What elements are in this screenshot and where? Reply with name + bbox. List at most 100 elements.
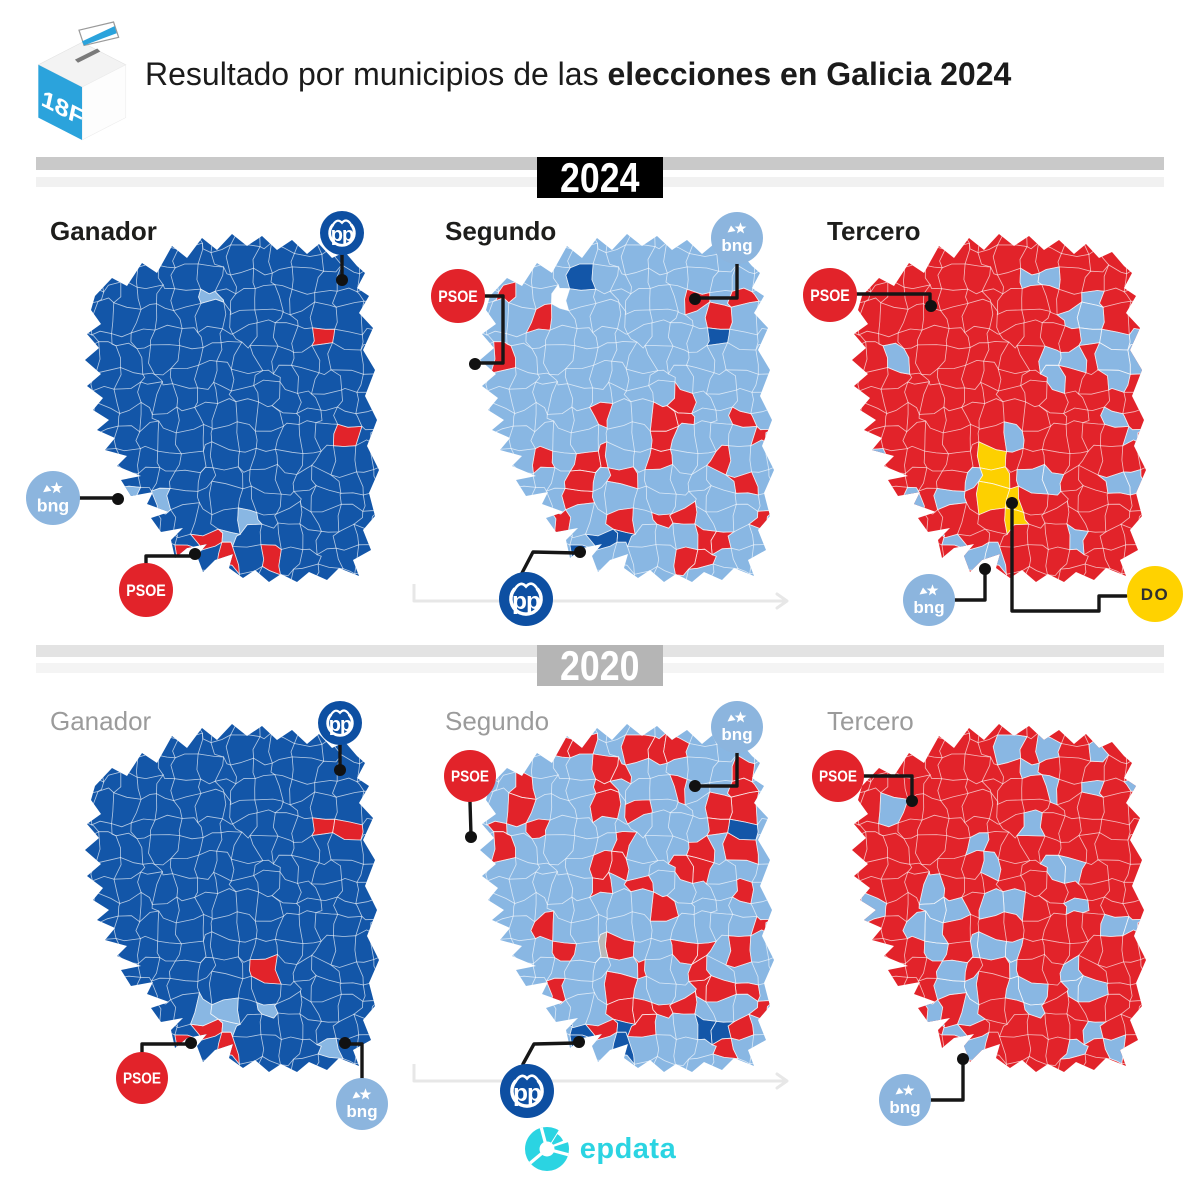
- municipality-patch: [606, 466, 639, 490]
- municipality-patch: [878, 792, 909, 828]
- bng-callout-line: [696, 751, 739, 788]
- psoe-badge: PSOE: [812, 750, 864, 802]
- do-callout-dot: [1006, 497, 1018, 509]
- psoe-callout-line: [862, 774, 914, 801]
- municipality-patch: [1035, 732, 1062, 764]
- map-title-2024-segundo: Segundo: [445, 216, 557, 246]
- municipality-patch: [249, 953, 282, 985]
- municipality-patch: [595, 931, 609, 963]
- svg-text:PSOE: PSOE: [126, 582, 165, 600]
- municipality-patch: [332, 818, 364, 841]
- pp-callout-dot: [573, 1036, 585, 1048]
- bng-callout-line: [953, 569, 987, 602]
- municipality-patch: [967, 931, 981, 963]
- bng-callout-dot: [689, 780, 701, 792]
- municipality-patch: [725, 471, 759, 496]
- svg-text:PSOE: PSOE: [123, 1070, 161, 1088]
- municipality-patch: [532, 445, 556, 475]
- municipality-patch: [1056, 301, 1083, 330]
- svg-text:bng: bng: [37, 496, 69, 516]
- do-badge: DO: [1127, 566, 1183, 622]
- municipality-patch: [705, 975, 737, 1003]
- municipality-patch: [332, 423, 363, 447]
- municipality-patch: [706, 327, 731, 346]
- municipality-patch: [612, 1018, 637, 1038]
- map-title-2020-ganador: Ganador: [50, 706, 152, 736]
- do-callout-line: [1010, 503, 1128, 613]
- municipality-patch: [882, 342, 911, 375]
- municipality-patch: [256, 1001, 279, 1019]
- municipality-patch: [525, 303, 553, 334]
- map-title-2024-tercero: Tercero: [827, 216, 921, 246]
- municipality-patch: [530, 910, 555, 942]
- map-base: [85, 724, 379, 1072]
- svg-text:PSOE: PSOE: [810, 287, 849, 305]
- municipality-patch: [1059, 1038, 1089, 1060]
- psoe-badge: PSOE: [119, 563, 173, 617]
- svg-text:DO: DO: [1141, 585, 1170, 604]
- municipality-patch: [667, 854, 694, 884]
- map-2020-tercero: [852, 724, 1146, 1072]
- municipality-patch: [706, 817, 731, 836]
- decor-arrow: [412, 1064, 786, 1083]
- psoe-callout-dot: [906, 795, 918, 807]
- svg-text:bng: bng: [346, 1102, 377, 1121]
- municipality-patch: [563, 469, 596, 492]
- municipality-patch: [933, 487, 968, 511]
- pp-callout-dot: [336, 274, 348, 286]
- psoe-badge: PSOE: [803, 268, 857, 322]
- pp-callout-dot: [574, 546, 586, 558]
- municipality-patch: [210, 997, 241, 1025]
- municipality-patch: [644, 447, 673, 471]
- municipality-patch: [588, 871, 614, 899]
- map-2024-segundo: [480, 234, 774, 582]
- municipality-patch: [725, 935, 753, 968]
- municipality-patch: [508, 771, 537, 800]
- svg-text:bng: bng: [721, 725, 752, 744]
- ballot-box-left-face: [38, 64, 83, 140]
- ballot-box-logo: 18F: [37, 21, 127, 141]
- municipality-patch: [694, 522, 718, 556]
- psoe-badge: PSOE: [116, 1052, 168, 1104]
- psoe-callout-dot: [185, 1037, 197, 1049]
- bng-badge: bng: [903, 574, 955, 626]
- psoe-callout-dot: [469, 358, 481, 370]
- municipality-patch: [818, 346, 845, 371]
- map-title-2020-segundo: Segundo: [445, 706, 550, 736]
- municipality-patch: [311, 327, 336, 346]
- psoe-callout-dot: [465, 831, 477, 843]
- municipality-patch: [722, 832, 759, 865]
- municipality-patch: [1102, 1034, 1127, 1065]
- map-2024-ganador: [85, 234, 379, 582]
- bng-callout-dot: [689, 293, 701, 305]
- bng-callout-dot: [957, 1053, 969, 1065]
- ballot-slot: [74, 48, 101, 63]
- psoe-callout-dot: [925, 300, 937, 312]
- year-2024-label: 2024: [560, 153, 640, 201]
- municipality-patch: [1059, 954, 1084, 982]
- bng-callout-line: [696, 262, 739, 300]
- map-2024-tercero: [818, 234, 1146, 582]
- municipality-patch: [649, 891, 679, 922]
- municipality-patch: [1127, 343, 1146, 375]
- municipality-patch: [551, 940, 577, 962]
- municipality-patch: [316, 1037, 344, 1060]
- pp-badge: pp: [318, 701, 362, 745]
- municipality-patch: [663, 732, 690, 764]
- svg-text:pp: pp: [331, 224, 354, 246]
- municipality-patch: [1066, 522, 1090, 556]
- psoe-callout-line: [476, 294, 505, 365]
- municipality-patch: [1037, 266, 1061, 290]
- bng-badge: bng: [879, 1074, 931, 1126]
- municipality-patch: [565, 263, 597, 291]
- bng-callout-line: [929, 1060, 965, 1102]
- municipality-patch: [620, 734, 656, 766]
- pp-callout-dot: [334, 764, 346, 776]
- municipality-patch: [237, 507, 263, 536]
- municipality-patch: [651, 511, 674, 529]
- municipality-patch: [608, 850, 630, 882]
- municipality-patch: [1096, 369, 1131, 393]
- svg-text:PSOE: PSOE: [819, 768, 857, 786]
- municipality-patch: [918, 896, 947, 924]
